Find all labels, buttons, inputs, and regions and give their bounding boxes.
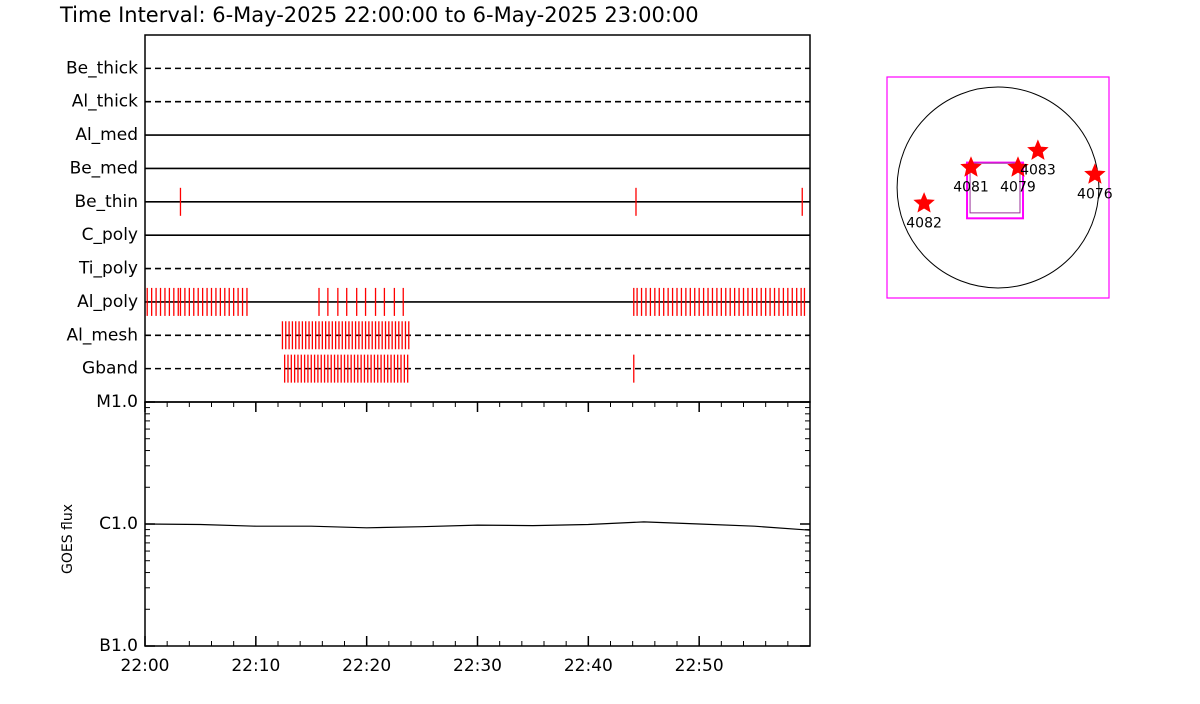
active-region-label: 4083 [1020,163,1056,179]
row-label: Be_med [70,158,138,178]
row-label: Al_mesh [66,325,138,345]
y-tick-label: C1.0 [99,514,138,534]
row-label: Al_med [75,125,138,145]
chart-title: Time Interval: 6-May-2025 22:00:00 to 6-… [59,3,699,27]
active-region-marker [1027,139,1049,160]
x-tick-label: 22:00 [121,656,170,676]
field-of-view [966,161,1025,220]
x-tick-label: 22:20 [342,656,391,676]
row-label: C_poly [82,225,138,245]
row-label: Al_poly [77,292,138,312]
plot-frame [144,34,811,403]
map-frame [886,76,1110,299]
x-tick-label: 22:30 [453,656,502,676]
active-region-label: 4081 [953,180,989,196]
active-region-marker [1007,156,1029,177]
solar-limb [896,86,1100,289]
y-axis-label: GOES flux [60,504,76,574]
row-label: Be_thin [74,192,138,212]
active-region-marker [960,156,982,177]
row-label: Be_thick [66,58,138,78]
x-tick-label: 22:40 [564,656,613,676]
active-region-label: 4082 [906,215,942,231]
active-region-label: 4079 [1000,180,1036,196]
row-label: Ti_poly [78,259,138,279]
row-label: Al_thick [72,92,138,112]
active-region-marker [913,192,935,213]
active-region-label: 4076 [1077,187,1113,203]
y-tick-label: B1.0 [99,636,138,656]
x-tick-label: 22:10 [231,656,280,676]
y-tick-label: M1.0 [96,392,138,412]
row-label: Gband [82,359,138,379]
x-tick-label: 22:50 [675,656,724,676]
active-region-marker [1084,163,1106,184]
goes-line [144,521,811,531]
field-of-view [969,162,1021,214]
